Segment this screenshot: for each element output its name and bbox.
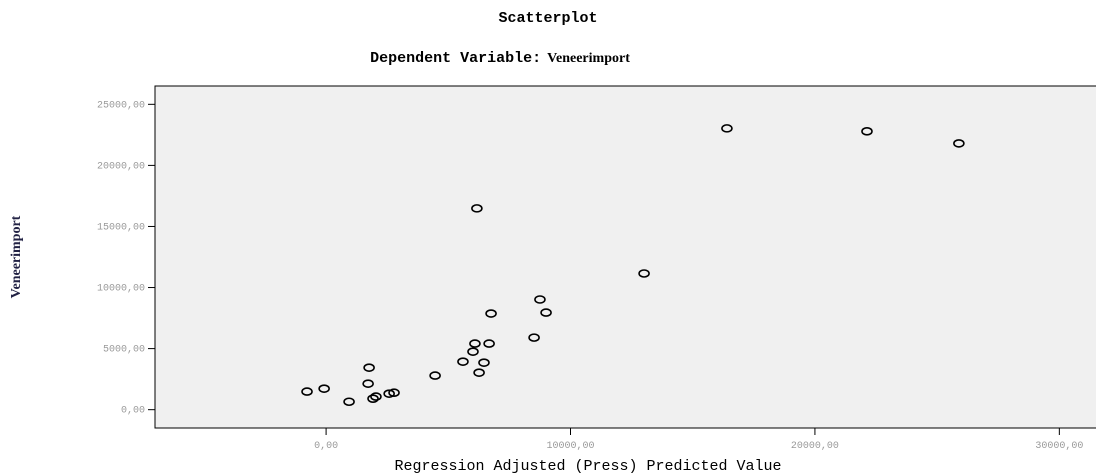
point: [362, 379, 374, 388]
point: [478, 358, 490, 367]
point: [861, 127, 873, 136]
dependent-variable: Veneerimport: [547, 51, 630, 66]
point: [540, 308, 552, 317]
point: [953, 139, 965, 148]
point: [363, 363, 375, 372]
x-tick-label: 20000,00: [791, 441, 839, 452]
point: [638, 269, 650, 278]
point: [383, 389, 395, 398]
y-axis-label: Veneerimport: [9, 215, 24, 298]
point: [534, 295, 546, 304]
point: [318, 384, 330, 393]
y-tick-label: 5000,00: [103, 345, 145, 356]
chart-title: Scatterplot: [498, 10, 597, 27]
point: [457, 357, 469, 366]
y-tick-label: 25000,00: [97, 100, 145, 111]
point: [471, 204, 483, 213]
point: [483, 339, 495, 348]
point: [301, 387, 313, 396]
point: [429, 371, 441, 380]
y-tick-label: 0,00: [121, 406, 145, 417]
plot-area: [154, 85, 1096, 429]
point: [473, 368, 485, 377]
subtitle-label: Dependent Variable:: [370, 50, 541, 67]
point: [370, 392, 382, 401]
x-tick-label: 30000,00: [1035, 441, 1083, 452]
point: [485, 309, 497, 318]
point: [528, 333, 540, 342]
point: [343, 397, 355, 407]
x-tick-label: 10000,00: [546, 441, 594, 452]
x-tick-label: 0,00: [314, 441, 338, 452]
point: [469, 339, 481, 348]
point: [367, 394, 379, 403]
y-tick-label: 20000,00: [97, 161, 145, 172]
y-tick-label: 10000,00: [97, 284, 145, 295]
x-axis-label: Regression Adjusted (Press) Predicted Va…: [394, 458, 781, 475]
point: [388, 388, 400, 398]
point: [721, 124, 733, 133]
chart-subtitle: Dependent Variable: Veneerimport: [370, 50, 630, 67]
y-tick-label: 15000,00: [97, 222, 145, 233]
point: [467, 347, 479, 356]
